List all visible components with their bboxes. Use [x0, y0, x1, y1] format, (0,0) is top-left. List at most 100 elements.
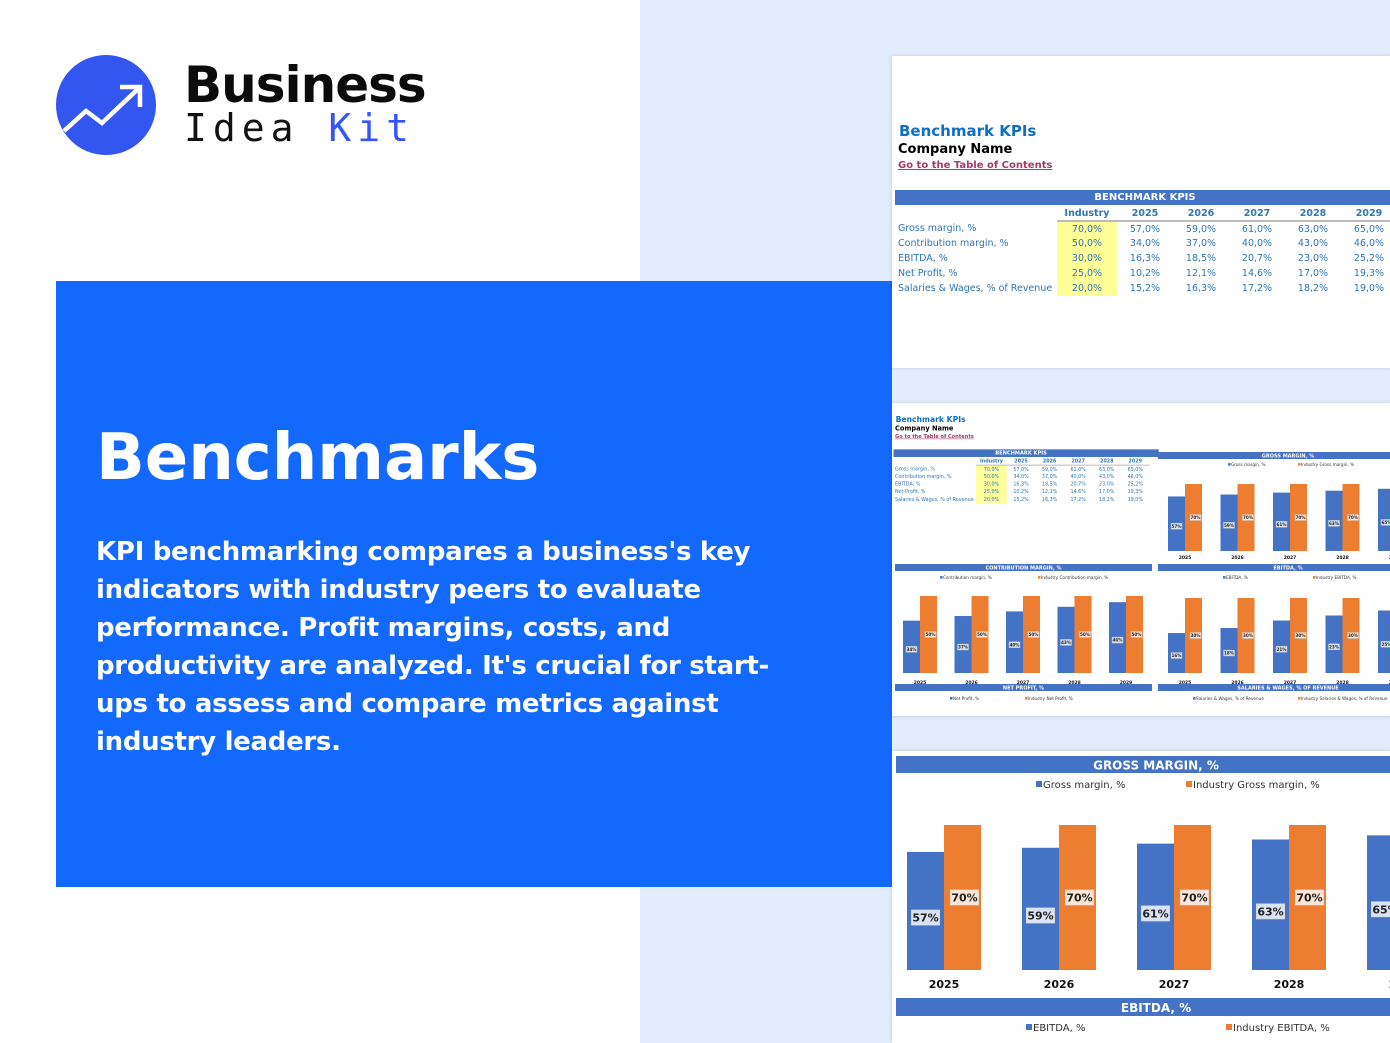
data-label: 63% [1329, 521, 1340, 526]
gross-margin-chart-screenshot: GROSS MARGIN, % Gross margin, % Industry G… [892, 751, 1390, 1043]
data-label: 43% [1061, 640, 1072, 645]
sheet-title: Benchmark KPIs [895, 414, 966, 424]
x-tick-label: 2029 [1389, 680, 1390, 686]
data-label-box [1189, 632, 1202, 639]
year-value: 18,2% [1099, 496, 1115, 503]
data-label-box [1242, 632, 1254, 639]
data-label: 50% [1131, 632, 1142, 637]
x-tick-label: 2028 [1336, 680, 1349, 686]
year-value: 65,0% [1353, 223, 1385, 235]
toc-link[interactable]: Go to the Table of Contents [898, 160, 1053, 171]
table-row: Net Profit, % 25,0% 10,2% 12,1% 14,6% 17,0% 19… [894, 488, 1150, 496]
chart-header-band [1158, 452, 1390, 459]
year-value: 19,3% [1353, 268, 1385, 279]
year-value: 43,0% [1297, 238, 1329, 249]
year-value: 59,0% [1185, 223, 1217, 235]
column-header: 2029 [1120, 457, 1150, 466]
year-value: 15,2% [1129, 283, 1161, 294]
data-label-box [1064, 889, 1095, 906]
data-label: 57% [1171, 524, 1182, 529]
year-value: 43,0% [1099, 473, 1115, 480]
data-label: 70% [1243, 515, 1254, 520]
row-label: Contribution margin, % [895, 473, 952, 480]
x-tick-label: 2029 [1389, 978, 1390, 991]
chart-title: GROSS MARGIN, % [1093, 758, 1219, 772]
legend-label: Industry Gross margin, % [1193, 780, 1320, 791]
data-label: 63% [1257, 906, 1283, 919]
brand-name: Business [184, 56, 427, 114]
row-label: EBITDA, % [898, 253, 948, 264]
year-value: 20,7% [1070, 481, 1086, 488]
column-header: 2027 [1229, 206, 1285, 222]
legend-swatch [940, 576, 943, 579]
trend-up-arrow-icon [56, 55, 156, 155]
data-label: 70% [1190, 515, 1201, 520]
kpi-table: Industry 2025 2026 2027 2028 2029 Gross margin… [894, 457, 1150, 504]
table-row: Salaries & Wages, % of Revenue 20,0% 15,2%… [894, 495, 1150, 504]
data-label: 70% [1181, 892, 1207, 905]
column-header: Industry [976, 457, 1007, 466]
data-label: 50% [1028, 632, 1039, 637]
legend-swatch [1228, 463, 1231, 466]
year-value: 16,3% [1185, 283, 1217, 294]
year-value: 17,2% [1241, 283, 1273, 294]
x-tick-label: 2027 [1284, 555, 1297, 561]
row-label: Gross margin, % [898, 223, 977, 234]
chart-title: GROSS MARGIN, % [1262, 453, 1314, 459]
data-label-box [1130, 631, 1143, 638]
year-value: 17,2% [1070, 496, 1086, 503]
data-label: 61% [1142, 908, 1168, 921]
legend-swatch [1036, 781, 1042, 787]
row-label: Contribution margin, % [898, 238, 1009, 249]
x-tick-label: 2026 [1044, 978, 1075, 991]
table-row: Gross margin, % 70,0% 57,0% 59,0% 61,0% 63,0%… [895, 221, 1390, 236]
legend-swatch [1298, 463, 1301, 466]
legend-label: EBITDA, % [1226, 575, 1248, 580]
column-header: 2025 [1117, 206, 1173, 222]
table-row: EBITDA, % 30,0% 16,3% 18,5% 20,7% 23,0% 25,2% [895, 251, 1390, 266]
x-tick-label: 2026 [1231, 555, 1244, 561]
data-label-box [1294, 889, 1325, 906]
year-value: 18,5% [1185, 253, 1217, 264]
table-row: Contribution margin, % 50,0% 34,0% 37,0% 40,… [894, 472, 1150, 481]
x-tick-label: 2029 [1389, 555, 1390, 561]
toc-link[interactable]: Go to the Table of Contents [895, 434, 974, 440]
year-value: 20,7% [1241, 253, 1273, 264]
year-value: 34,0% [1129, 238, 1161, 249]
row-label: Gross margin, % [895, 466, 936, 472]
data-label: 21% [1276, 647, 1287, 652]
data-label-box [1255, 903, 1286, 920]
data-label-box [1370, 901, 1390, 918]
year-value: 61,0% [1241, 223, 1273, 235]
data-label-box [1170, 652, 1183, 659]
data-label: 23% [1329, 644, 1340, 649]
data-label-box [949, 889, 980, 906]
legend-label: Gross margin, % [1231, 462, 1266, 467]
legend-swatch [1313, 576, 1316, 579]
data-label-box [1079, 631, 1091, 638]
year-value: 40,0% [1070, 473, 1086, 480]
year-value: 10,2% [1013, 489, 1029, 495]
data-label-box [1189, 514, 1202, 521]
column-header: 2026 [1035, 457, 1064, 466]
x-tick-label: 2028 [1336, 555, 1349, 561]
company-name: Company Name [895, 424, 954, 433]
data-label-box [1170, 523, 1183, 530]
year-value: 59,0% [1041, 466, 1058, 473]
year-value: 12,1% [1041, 489, 1058, 495]
year-value: 37,0% [1041, 473, 1058, 480]
legend-label: Industry EBITDA, % [1316, 575, 1357, 580]
data-label: 16% [1171, 653, 1182, 658]
x-tick-label: 2025 [1179, 680, 1192, 686]
year-value: 57,0% [1129, 223, 1161, 235]
data-label: 61% [1276, 522, 1287, 527]
year-value: 65,0% [1127, 466, 1143, 473]
legend-label: Industry Contribution margin, % [1041, 575, 1108, 580]
brand-kit: Kit [328, 106, 416, 150]
year-value: 17,0% [1099, 489, 1115, 495]
column-header: 2027 [1063, 457, 1093, 466]
legend-swatch [1186, 781, 1192, 787]
column-header: 2026 [1173, 206, 1229, 222]
hero-panel: Benchmarks KPI benchmarking compares a b… [56, 281, 892, 887]
legend-swatch [1223, 576, 1226, 579]
